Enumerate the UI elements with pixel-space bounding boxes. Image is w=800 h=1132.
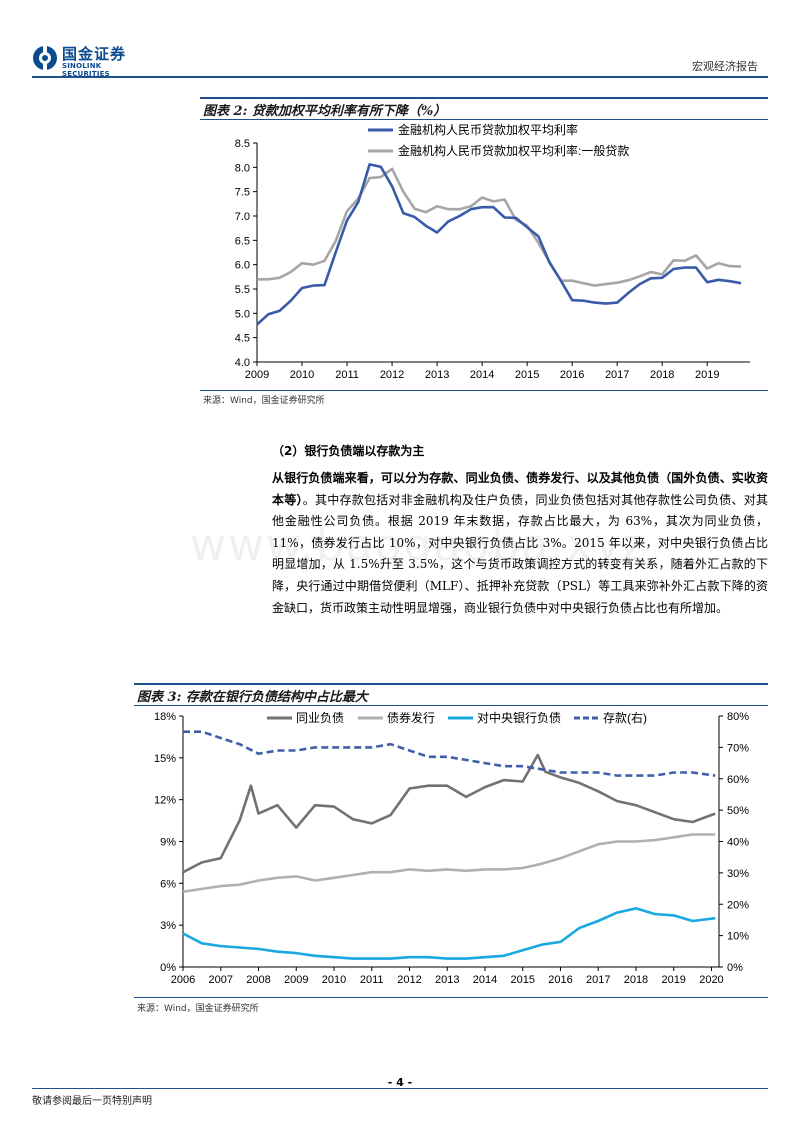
y-left-tick-label: 0% [160,962,176,974]
fig3-bottom-rule [134,997,768,998]
fig3-top-rule [134,683,768,685]
y-tick-label: 7.5 [235,187,250,199]
x-tick-label: 2018 [650,369,674,381]
footer-rule [32,1088,768,1089]
series-line-deposit [183,730,716,777]
x-tick-label: 2014 [470,369,494,381]
chart-liability-structure: 0% 3% 6% 9% 12% 15% 18% 0% 10% 20% 30% 40% 50% 60% 70%… [154,710,749,986]
x-tick-label: 2015 [510,974,534,986]
x-tick-label: 2013 [425,369,449,381]
x-tick-label: 2013 [435,974,459,986]
section-heading: （2）银行负债端以存款为主 [272,444,425,458]
y-right-tick-label: 80% [727,711,749,723]
footer-note: 敬请参阅最后一页特别声明 [32,1096,152,1107]
fig2-title-rule [200,119,768,120]
x-tick-label: 2011 [335,369,359,381]
chart-loan-rate: 4.0 4.5 5.0 5.5 6.0 6.5 7.0 7.5 8.0 8.5 2009 2010 20… [235,122,750,381]
y-tick-label: 8.0 [235,162,250,174]
logo-cn-text: 国金证券 [62,45,127,63]
y-right-tick-label: 0% [727,962,743,974]
logo-icon [33,46,57,70]
watermark: www.baogaoba.xyz [190,520,648,571]
fig2-title: 图表 2: 贷款加权平均利率有所下降（%） [203,104,447,119]
x-tick-label: 2019 [661,974,685,986]
logo: 国金证券 SINOLINK SECURITIES [32,43,146,78]
y-right-tick-label: 70% [727,742,749,754]
y-right-tick-label: 10% [727,931,749,943]
y-tick-label: 5.0 [235,308,250,320]
x-tick-label: 2007 [209,974,233,986]
x-tick-label: 2009 [284,974,308,986]
y-right-tick-label: 60% [727,774,749,786]
fig2-top-rule [200,97,768,99]
y-left-tick-label: 3% [160,920,176,932]
legend-label: 对中央银行负债 [477,710,561,725]
y-tick-label: 7.0 [235,211,250,223]
y-left-tick-label: 18% [154,711,176,723]
y-tick-label: 6.0 [235,260,250,272]
y-right-tick-label: 50% [727,805,749,817]
y-tick-label: 4.0 [235,357,250,369]
page-number: - 4 - [387,1076,413,1089]
fig3-source: 来源：Wind，国金证券研究所 [137,1004,259,1014]
x-tick-label: 2008 [246,974,270,986]
x-tick-label: 2009 [245,369,269,381]
series-line-bond [182,833,716,893]
y-tick-label: 6.5 [235,235,250,247]
header-rule [32,76,768,78]
y-right-tick-label: 20% [727,899,749,911]
fig3-title-rule [134,705,768,706]
y-right-tick-label: 30% [727,868,749,880]
y-tick-label: 4.5 [235,333,250,345]
y-left-tick-label: 15% [154,753,176,765]
series-line-general-loan [257,167,742,287]
paragraph-body: 。其中存款包括对非金融机构及住户负债，同业负债包括对其他存款性公司负债、对其他金… [272,492,768,615]
x-tick-label: 2014 [473,974,497,986]
y-right-tick-label: 40% [727,837,749,849]
x-tick-label: 2016 [548,974,572,986]
x-tick-label: 2018 [624,974,648,986]
fig3-title: 图表 3: 存款在银行负债结构中占比最大 [137,690,368,705]
x-tick-label: 2020 [699,974,723,986]
x-tick-label: 2015 [515,369,539,381]
y-left-tick-label: 12% [154,795,176,807]
x-tick-label: 2016 [560,369,584,381]
series-line-interbank [182,753,716,874]
legend-label: 存款(右) [603,710,647,725]
y-left-tick-label: 6% [160,878,176,890]
y-left-tick-label: 9% [160,837,176,849]
legend-label: 同业负债 [296,711,344,725]
y-tick-label: 5.5 [235,284,250,296]
x-tick-label: 2006 [171,974,195,986]
logo-en-text: SINOLINK SECURITIES [62,62,110,78]
x-tick-label: 2010 [290,369,314,381]
x-tick-label: 2012 [397,974,421,986]
fig2-source: 来源：Wind，国金证券研究所 [203,396,325,406]
paragraph-lead: 从银行负债端来看，可以分为存款、同业负债、债券发行、以及其他负债（国外负债、实收… [272,471,768,507]
series-line-weighted-avg [256,163,742,326]
section-paragraph: 从银行负债端来看，可以分为存款、同业负债、债券发行、以及其他负债（国外负债、实收… [272,468,768,619]
fig2-bottom-rule [200,390,768,391]
x-tick-label: 2011 [360,974,384,986]
x-tick-label: 2012 [380,369,404,381]
x-tick-label: 2017 [586,974,610,986]
x-tick-label: 2019 [695,369,719,381]
y-tick-label: 8.5 [235,138,250,150]
x-tick-label: 2017 [605,369,629,381]
doc-type: 宏观经济报告 [692,60,758,73]
legend-label: 债券发行 [387,710,435,725]
legend-label: 金融机构人民币贷款加权平均利率:一般贷款 [398,143,629,158]
series-line-central-bank [182,907,716,960]
x-tick-label: 2010 [322,974,346,986]
legend-label: 金融机构人民币贷款加权平均利率 [398,122,578,137]
